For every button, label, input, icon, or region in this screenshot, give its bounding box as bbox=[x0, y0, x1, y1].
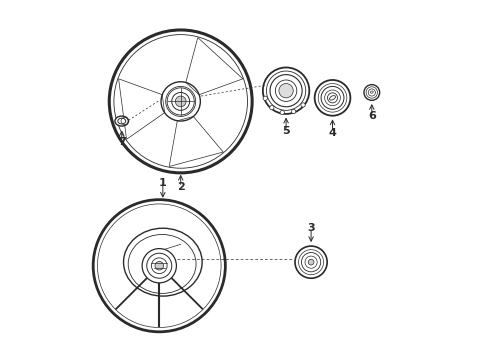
Circle shape bbox=[142, 249, 176, 283]
Circle shape bbox=[366, 87, 377, 98]
Circle shape bbox=[166, 86, 196, 116]
Text: 3: 3 bbox=[307, 223, 315, 233]
Circle shape bbox=[267, 71, 306, 111]
Ellipse shape bbox=[115, 116, 128, 126]
Text: 2: 2 bbox=[177, 182, 185, 192]
Circle shape bbox=[155, 261, 164, 270]
Circle shape bbox=[308, 259, 314, 265]
Text: 4: 4 bbox=[329, 128, 337, 138]
Circle shape bbox=[301, 103, 305, 107]
Text: 5: 5 bbox=[282, 126, 290, 136]
Circle shape bbox=[270, 105, 274, 110]
Circle shape bbox=[280, 111, 284, 114]
Circle shape bbox=[292, 109, 296, 114]
Text: 6: 6 bbox=[368, 111, 376, 121]
Circle shape bbox=[279, 84, 293, 98]
Circle shape bbox=[318, 84, 347, 112]
Text: 1: 1 bbox=[159, 177, 167, 188]
Circle shape bbox=[263, 96, 268, 100]
Circle shape bbox=[298, 249, 323, 275]
Text: 7: 7 bbox=[118, 137, 125, 147]
Circle shape bbox=[175, 96, 186, 107]
